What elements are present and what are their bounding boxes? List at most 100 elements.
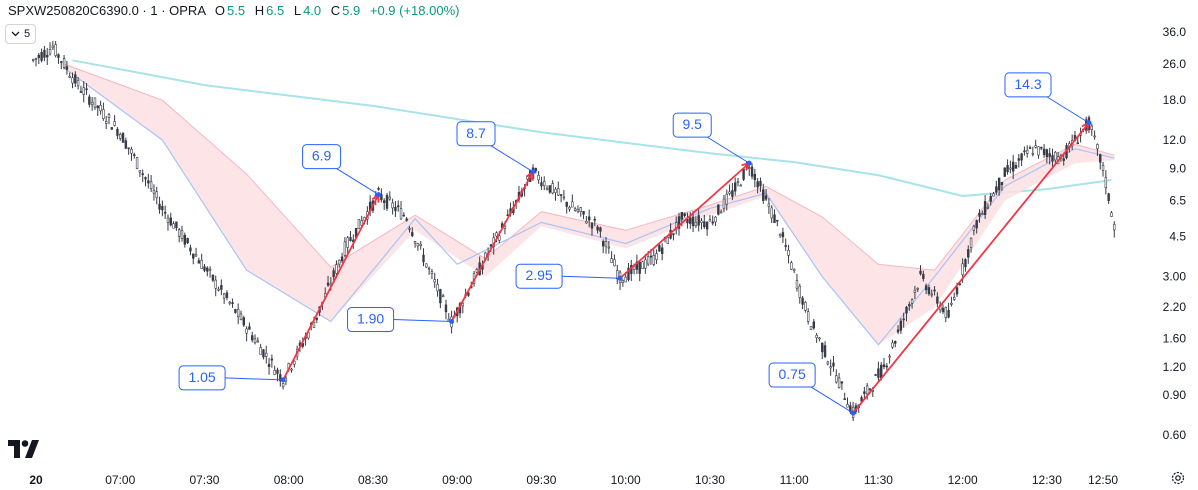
candle-body bbox=[916, 287, 919, 290]
candle-body bbox=[621, 280, 625, 284]
candle-body bbox=[986, 206, 990, 209]
candle-body bbox=[267, 363, 271, 367]
candle-body bbox=[183, 234, 187, 245]
tradingview-logo[interactable] bbox=[8, 440, 40, 458]
price-tick-label: 3.00 bbox=[1163, 270, 1187, 284]
candle-body bbox=[992, 193, 995, 197]
candle-body bbox=[708, 219, 712, 222]
candle-body bbox=[113, 121, 116, 126]
candle-body bbox=[804, 302, 807, 311]
candle-body bbox=[750, 166, 754, 177]
candle-body bbox=[149, 181, 153, 189]
candle-body bbox=[989, 196, 992, 202]
candle-body bbox=[158, 203, 161, 210]
gear-icon[interactable] bbox=[1170, 470, 1186, 486]
candle-body bbox=[1000, 182, 1004, 185]
candle-body bbox=[882, 364, 886, 367]
candle-body bbox=[62, 58, 66, 68]
candle-body bbox=[936, 296, 939, 304]
price-axis[interactable]: 36.0 26.0 18.0 12.0 9.0 6.5 4.5 3.00 2.20 1.60 1.2… bbox=[1163, 25, 1187, 442]
candle-body bbox=[534, 168, 538, 172]
candle-body bbox=[908, 304, 911, 307]
candle-body bbox=[1099, 154, 1102, 163]
candle-body bbox=[809, 326, 813, 330]
low-label: L bbox=[293, 3, 302, 18]
price-tick-label: 1.20 bbox=[1163, 360, 1187, 374]
time-tick-label: 20 bbox=[29, 473, 43, 487]
candle-body bbox=[537, 174, 540, 181]
candle-body bbox=[231, 302, 234, 304]
time-tick-label: 11:30 bbox=[864, 473, 893, 487]
candle-body bbox=[776, 219, 779, 222]
candle-body bbox=[166, 217, 170, 223]
candle-body bbox=[411, 232, 414, 237]
candle-body bbox=[545, 187, 549, 190]
candle-body bbox=[208, 268, 212, 271]
callout-label: 2.95 bbox=[525, 267, 552, 283]
candle-body bbox=[425, 263, 428, 268]
candle-body bbox=[1048, 153, 1051, 157]
candle-body bbox=[293, 360, 296, 365]
candle-body bbox=[489, 244, 493, 247]
price-tick-label: 0.90 bbox=[1163, 388, 1187, 402]
candle-body bbox=[34, 57, 38, 60]
candle-body bbox=[377, 188, 380, 190]
candle-body bbox=[913, 289, 917, 293]
candle-body bbox=[728, 191, 731, 194]
candle-body bbox=[340, 256, 344, 262]
candle-body bbox=[927, 287, 931, 295]
candle-body bbox=[823, 345, 827, 357]
candle-body bbox=[610, 258, 613, 263]
candle-body bbox=[969, 237, 973, 248]
candle-body bbox=[781, 232, 785, 238]
candle-body bbox=[1034, 145, 1037, 148]
candle-body bbox=[60, 61, 63, 63]
candle-body bbox=[192, 253, 195, 259]
candle-body bbox=[475, 269, 479, 273]
candle-body bbox=[941, 307, 945, 313]
callout-box bbox=[1004, 72, 1052, 98]
candle-body bbox=[888, 355, 891, 358]
candle-body bbox=[43, 49, 46, 58]
callout-box bbox=[672, 112, 712, 138]
candle-body bbox=[178, 229, 181, 237]
candle-body bbox=[194, 254, 198, 257]
candle-body bbox=[905, 306, 908, 314]
ribbon-upper-line bbox=[63, 63, 1115, 271]
candle-body bbox=[658, 245, 661, 252]
candle-body bbox=[290, 368, 293, 371]
candle-body bbox=[116, 128, 119, 136]
candle-body bbox=[683, 213, 686, 216]
candle-body bbox=[818, 337, 821, 340]
candle-body bbox=[1110, 212, 1113, 217]
candle-body bbox=[121, 133, 125, 143]
candle-body bbox=[756, 181, 759, 188]
symbol-title[interactable]: SPXW250820C6390.0 · 1 · OPRA bbox=[8, 3, 206, 18]
candle-body bbox=[616, 270, 619, 280]
candle-body bbox=[259, 347, 262, 355]
time-tick-label: 08:00 bbox=[274, 473, 304, 487]
candle-body bbox=[138, 170, 142, 173]
candle-body bbox=[784, 245, 787, 247]
candle-body bbox=[635, 261, 639, 270]
candle-body bbox=[388, 196, 392, 200]
candle-body bbox=[880, 364, 883, 379]
candle-body bbox=[719, 211, 723, 214]
time-tick-label: 10:30 bbox=[695, 473, 725, 487]
candle-body bbox=[748, 167, 751, 169]
candle-body bbox=[1113, 223, 1116, 231]
candle-body bbox=[703, 221, 706, 228]
candle-body bbox=[54, 44, 57, 56]
callout-leader bbox=[810, 386, 854, 414]
candle-body bbox=[585, 220, 588, 224]
time-axis[interactable]: 20 07:00 07:30 08:00 08:30 09:00 09:30 10:00 10:… bbox=[29, 473, 1118, 487]
candle-body bbox=[200, 259, 203, 269]
candle-body bbox=[944, 307, 947, 318]
candle-body bbox=[419, 243, 422, 246]
interval-button[interactable]: 5 bbox=[5, 24, 37, 44]
candle-body bbox=[441, 295, 445, 298]
candle-body bbox=[71, 77, 74, 84]
mid-moving-average bbox=[63, 67, 1115, 346]
candle-body bbox=[1040, 146, 1043, 149]
